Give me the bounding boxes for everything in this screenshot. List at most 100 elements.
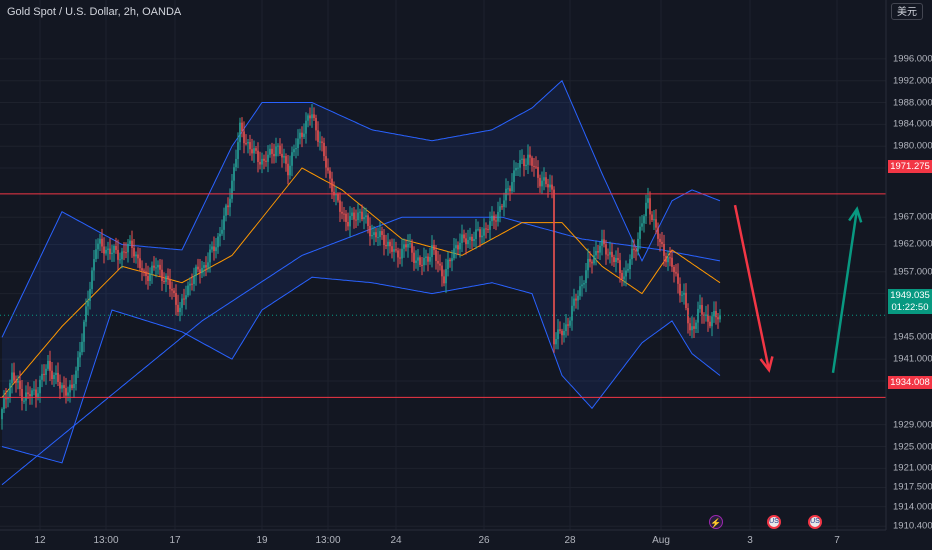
candle-body [651,214,653,221]
candle-body [65,388,67,396]
candle-body [511,182,513,192]
candle-body [517,167,519,169]
us-flag-icon[interactable]: US [767,515,781,529]
down-arrow-head [759,356,774,373]
candle-body [395,249,397,251]
lightning-icon[interactable]: ⚡ [709,515,723,529]
candle-body [419,257,421,265]
candle-body [305,120,307,134]
candle-body [579,286,581,296]
candle-body [347,221,349,227]
candle-body [211,246,213,250]
candle-body [603,239,605,245]
candle-body [647,198,649,203]
candle-body [197,266,199,270]
candle-body [25,392,27,401]
candle-body [31,390,33,397]
candle-body [109,248,111,255]
candle-body [239,122,241,143]
candle-body [541,180,543,187]
candle-body [491,215,493,222]
candle-body [257,150,259,163]
candle-body [279,145,281,154]
candle-body [477,229,479,231]
candle-body [153,265,155,268]
candle-body [677,273,679,284]
candle-body [361,211,363,220]
candle-body [93,259,95,271]
currency-button[interactable]: 美元 [891,3,923,20]
candle-body [127,243,129,253]
candle-body [77,357,79,371]
candle-body [345,213,347,222]
candle-body [573,298,575,306]
candle-body [43,373,45,375]
candle-body [139,258,141,269]
candle-body [599,245,601,253]
candle-body [261,158,263,165]
candle-body [171,288,173,291]
candle-body [435,250,437,261]
candle-body [673,266,675,273]
candle-body [229,198,231,208]
candle-body [679,283,681,296]
candle-body [449,259,451,262]
candle-body [601,239,603,246]
candle-body [75,370,77,384]
candle-body [439,263,441,266]
candle-body [129,240,131,244]
candle-body [151,265,153,274]
candle-body [715,311,717,318]
candle-body [625,270,627,277]
candle-body [493,215,495,221]
candle-body [689,323,691,331]
candle-body [577,295,579,301]
candle-body [669,257,671,259]
candle-body [297,138,299,148]
candle-body [237,142,239,159]
y-tick-label: 1996.000 [893,53,932,65]
candle-body [649,198,651,215]
candle-body [557,329,559,340]
candle-body [397,250,399,258]
candle-body [391,246,393,252]
candle-body [303,133,305,137]
candle-body [655,219,657,228]
candle-body [217,236,219,248]
candle-body [115,246,117,250]
candle-body [447,259,449,270]
x-tick-label: Aug [652,535,670,546]
candle-body [633,248,635,251]
candle-body [555,339,557,345]
candle-body [241,122,243,132]
candle-body [99,238,101,244]
us-flag-icon[interactable]: US [808,515,822,529]
candle-body [401,248,403,259]
candle-body [569,320,571,326]
candle-body [85,306,87,322]
candle-body [317,130,319,142]
candle-body [335,194,337,196]
series-line [1,79,721,338]
candle-body [663,244,665,256]
candle-body [623,276,625,280]
candle-body [195,266,197,277]
candle-body [91,270,93,289]
candle-body [375,232,377,238]
candle-body [549,184,551,188]
candle-body [363,217,365,220]
candle-body [227,205,229,208]
y-tick-label: 1957.000 [893,266,932,278]
candle-body [117,249,119,260]
candle-body [615,258,617,263]
candle-body [653,219,655,221]
candle-body [695,322,697,329]
candle-body [645,202,647,217]
candle-body [301,132,303,137]
x-tick-label: 17 [169,535,181,546]
resistance-price-tag: 1971.275 [888,160,932,173]
candle-body [13,372,15,381]
candle-body [41,373,43,380]
candle-body [259,162,261,165]
